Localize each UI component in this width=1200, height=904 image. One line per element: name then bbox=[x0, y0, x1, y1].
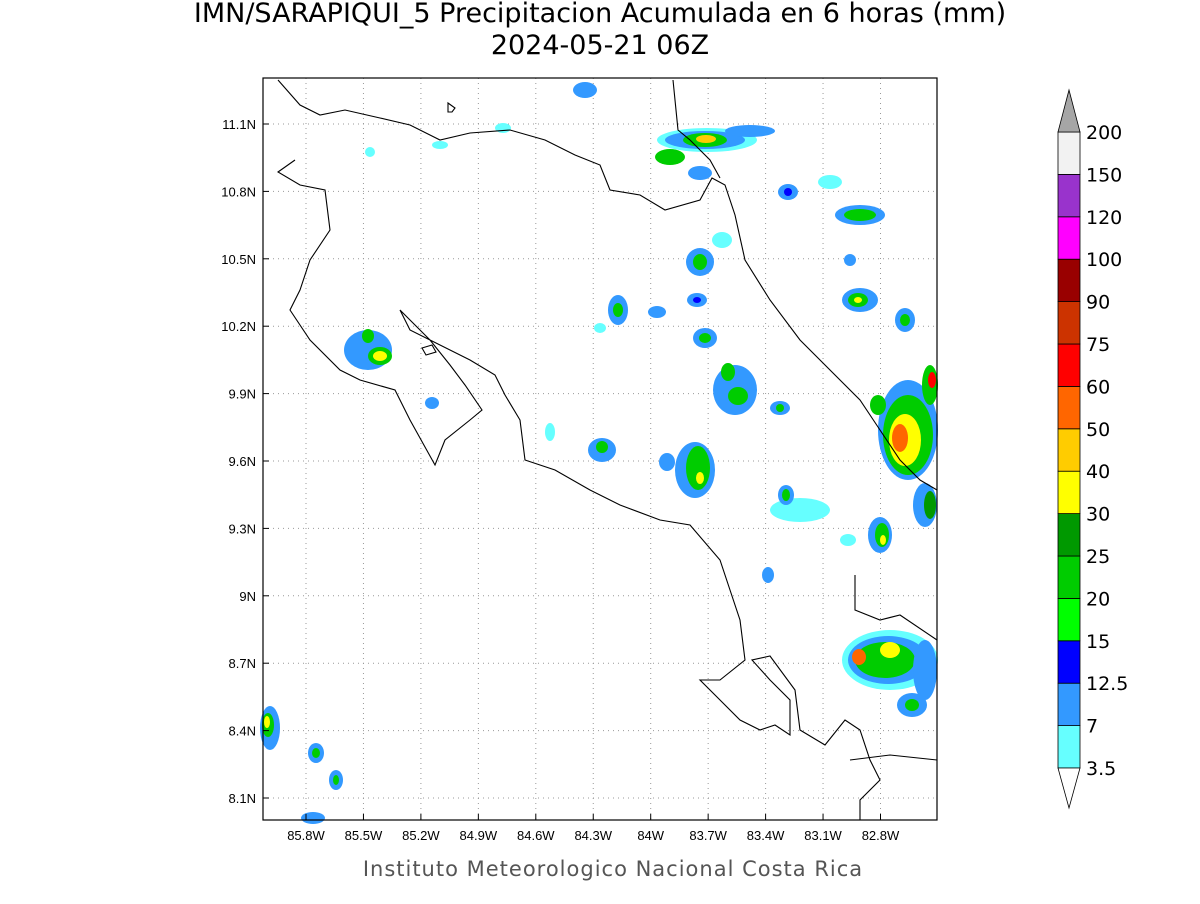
colorbar-block bbox=[1057, 555, 1081, 599]
colorbar-label: 120 bbox=[1086, 207, 1122, 229]
axes: 85.8W 85.5W 85.2W 84.9W 84.6W 84.3W 84W 83.7W 83… bbox=[221, 117, 900, 843]
colorbar-label: 200 bbox=[1086, 122, 1122, 144]
colorbar-label: 25 bbox=[1086, 546, 1110, 568]
y-tick-label: 8.1N bbox=[229, 791, 256, 806]
coastline bbox=[276, 79, 938, 820]
colorbar-block bbox=[1057, 301, 1081, 345]
colorbar-label: 12.5 bbox=[1086, 673, 1128, 695]
colorbar-label: 15 bbox=[1086, 631, 1110, 653]
colorbar-label: 60 bbox=[1086, 376, 1110, 398]
colorbar-block bbox=[1057, 131, 1081, 175]
colorbar-label: 20 bbox=[1086, 588, 1110, 610]
colorbar-block bbox=[1057, 216, 1081, 260]
x-tick-label: 84.6W bbox=[517, 828, 555, 843]
y-tick-label: 9.6N bbox=[229, 454, 256, 469]
y-tick-label: 9N bbox=[239, 589, 256, 604]
x-tick-label: 84.9W bbox=[460, 828, 498, 843]
colorbar-label: 150 bbox=[1086, 164, 1122, 186]
footer: Instituto Meteorologico Nacional Costa R… bbox=[363, 857, 863, 881]
colorbar-block bbox=[1057, 470, 1081, 515]
colorbar-label: 3.5 bbox=[1086, 758, 1116, 780]
x-tick-label: 83.1W bbox=[804, 828, 842, 843]
x-tick-label: 82.8W bbox=[862, 828, 900, 843]
colorbar-label: 100 bbox=[1086, 249, 1122, 271]
y-tick-label: 11.1N bbox=[222, 117, 256, 132]
colorbar-above-triangle bbox=[1057, 88, 1081, 133]
precipitation-field bbox=[260, 82, 938, 824]
rain-cell bbox=[260, 82, 938, 824]
y-tick-label: 9.3N bbox=[229, 521, 256, 536]
y-tick-label: 8.7N bbox=[229, 656, 256, 671]
colorbar-block bbox=[1057, 640, 1081, 684]
colorbar-block bbox=[1057, 513, 1081, 557]
title: IMN/SARAPIQUI_5 Precipitacion Acumulada … bbox=[194, 0, 1006, 29]
y-tick-label: 10.8N bbox=[221, 184, 256, 199]
colorbar-block bbox=[1057, 682, 1081, 727]
colorbar: 3.5 7 12.5 15 20 25 30 40 50 60 75 90 100 120 150 200 bbox=[1057, 88, 1128, 810]
map-frame bbox=[262, 77, 938, 821]
subtitle: 2024-05-21 06Z bbox=[491, 30, 709, 61]
colorbar-label: 7 bbox=[1086, 716, 1098, 738]
colorbar-block bbox=[1057, 725, 1081, 769]
x-tick-label: 83.7W bbox=[689, 828, 727, 843]
colorbar-label: 75 bbox=[1086, 334, 1110, 356]
colorbar-label: 50 bbox=[1086, 419, 1110, 441]
x-tick-label: 85.2W bbox=[402, 828, 440, 843]
y-tick-label: 10.5N bbox=[221, 252, 256, 267]
colorbar-label: 40 bbox=[1086, 461, 1110, 483]
colorbar-block bbox=[1057, 173, 1081, 218]
y-tick-label: 9.9N bbox=[229, 387, 256, 402]
x-tick-label: 85.5W bbox=[345, 828, 383, 843]
colorbar-block bbox=[1057, 343, 1081, 387]
colorbar-below-triangle bbox=[1057, 767, 1081, 810]
colorbar-label: 90 bbox=[1086, 292, 1110, 314]
colorbar-label: 30 bbox=[1086, 504, 1110, 526]
x-tick-label: 85.8W bbox=[287, 828, 325, 843]
x-tick-label: 84W bbox=[637, 828, 664, 843]
x-tick-label: 84.3W bbox=[574, 828, 612, 843]
colorbar-block bbox=[1057, 428, 1081, 472]
colorbar-block bbox=[1057, 598, 1081, 642]
y-tick-label: 10.2N bbox=[221, 319, 256, 334]
colorbar-block bbox=[1057, 258, 1081, 303]
y-tick-label: 8.4N bbox=[229, 724, 256, 739]
colorbar-block bbox=[1057, 385, 1081, 430]
x-tick-label: 83.4W bbox=[747, 828, 785, 843]
